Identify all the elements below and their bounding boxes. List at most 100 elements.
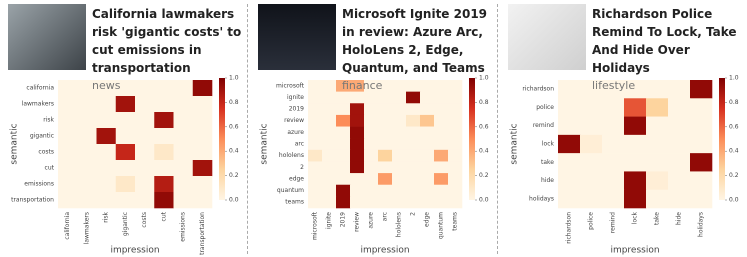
- category: finance: [342, 79, 383, 92]
- heat-cell: [322, 196, 337, 209]
- x-tick-label: teams: [452, 212, 459, 231]
- heat-cell: [420, 173, 435, 186]
- thumbnail: [508, 4, 586, 70]
- heat-cell: [392, 161, 407, 174]
- heat-cell: [192, 96, 213, 113]
- y-tick-label: richardson: [522, 86, 554, 93]
- heat-cell: [378, 80, 393, 92]
- heat-cell: [58, 160, 78, 177]
- heat-cell: [350, 196, 365, 209]
- heat-cell: [308, 173, 323, 186]
- heat-cell: [690, 134, 713, 154]
- heat-cell: [378, 103, 393, 116]
- heat-cell: [135, 96, 155, 113]
- y-tick-label: review: [284, 117, 304, 124]
- heat-cell: [77, 160, 97, 177]
- heat-cell: [350, 184, 365, 197]
- heat-cell: [580, 80, 603, 99]
- heat-cell: [558, 153, 581, 172]
- heat-cell: [350, 114, 365, 127]
- heat-cell: [96, 96, 117, 113]
- heat-cell: [434, 184, 449, 197]
- heat-cell: [308, 196, 323, 209]
- y-axis-label: semantic: [510, 123, 520, 164]
- x-tick-label: take: [654, 212, 661, 225]
- y-tick-label: police: [536, 104, 554, 111]
- heat-cell: [364, 91, 379, 104]
- heat-cell: [350, 103, 365, 116]
- heat-cell: [602, 134, 625, 154]
- heat-cell: [624, 116, 647, 136]
- heat-cell: [406, 80, 421, 92]
- heat-cell: [77, 96, 97, 113]
- heat-cell: [690, 153, 713, 172]
- colorbar-tick-label: 0.4: [229, 148, 239, 155]
- x-tick-label: edge: [424, 212, 431, 227]
- heat-cell: [378, 138, 393, 151]
- heat-cell: [392, 173, 407, 186]
- panel: richardson police remind lock take hide holida…: [500, 0, 747, 257]
- heat-cell: [420, 138, 435, 151]
- heatmap-chart: richardson police remind lock take hide holida…: [510, 75, 739, 256]
- colorbar-tick-label: 0.0: [229, 197, 239, 204]
- heat-cell: [308, 138, 323, 151]
- colorbar-tick-label: 0.8: [229, 99, 239, 106]
- heat-cell: [135, 176, 155, 193]
- heat-cell: [350, 91, 365, 104]
- colorbar-tick-label: 0.6: [229, 123, 239, 130]
- heat-cell: [602, 98, 625, 117]
- heat-cell: [115, 160, 136, 177]
- heat-cell: [558, 189, 581, 209]
- heat-cell: [308, 184, 323, 197]
- heat-cell: [434, 196, 449, 209]
- heat-cell: [364, 138, 379, 151]
- heat-cell: [392, 80, 407, 92]
- heat-cell: [378, 173, 393, 186]
- heat-cell: [406, 173, 421, 186]
- x-tick-label: cut: [160, 211, 167, 221]
- heat-cell: [336, 114, 351, 127]
- heat-cell: [96, 128, 117, 145]
- heat-cell: [406, 161, 421, 174]
- heat-cell: [392, 114, 407, 127]
- heat-cell: [378, 161, 393, 174]
- category: lifestyle: [592, 79, 636, 92]
- heat-cell: [580, 153, 603, 172]
- heat-cell: [602, 189, 625, 209]
- heat-cell: [173, 128, 194, 145]
- heat-cell: [448, 91, 463, 104]
- heat-cell: [434, 126, 449, 139]
- panel: microsoft ignite 2019 review azure arc hololen…: [250, 0, 497, 257]
- heat-cell: [392, 184, 407, 197]
- x-tick-label: quantum: [438, 212, 445, 239]
- heat-cell: [668, 80, 691, 99]
- heat-cell: [350, 161, 365, 174]
- heat-cell: [406, 184, 421, 197]
- heat-cell: [448, 196, 463, 209]
- y-axis-label: semantic: [10, 123, 20, 164]
- heat-cell: [580, 98, 603, 117]
- separator: [247, 4, 248, 254]
- category: news: [92, 79, 121, 92]
- heat-cell: [690, 98, 713, 117]
- heat-cell: [668, 153, 691, 172]
- x-tick-label: review: [354, 212, 361, 232]
- x-tick-label: california: [64, 212, 71, 240]
- y-tick-label: teams: [285, 199, 304, 206]
- heat-cell: [77, 144, 97, 161]
- y-tick-label: lawmakers: [22, 101, 54, 108]
- heat-cell: [322, 91, 337, 104]
- heat-cell: [308, 114, 323, 127]
- heat-cell: [406, 138, 421, 151]
- heat-cell: [624, 171, 647, 191]
- heat-cell: [448, 149, 463, 162]
- heat-cell: [434, 149, 449, 162]
- heat-cell: [378, 196, 393, 209]
- heat-cell: [392, 149, 407, 162]
- heat-cell: [336, 161, 351, 174]
- y-tick-label: california: [26, 85, 54, 92]
- heat-cell: [420, 196, 435, 209]
- y-tick-label: remind: [533, 122, 554, 129]
- heat-cell: [364, 173, 379, 186]
- heat-cell: [336, 91, 351, 104]
